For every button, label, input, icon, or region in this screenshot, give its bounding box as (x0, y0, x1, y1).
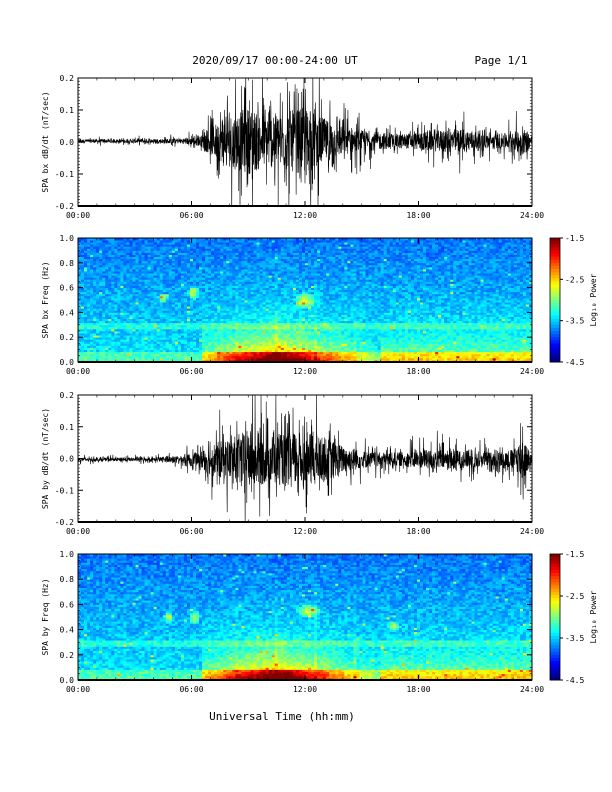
y-tick-label: 0.6 (60, 284, 75, 293)
colorbar-tick-label: -1.5 (565, 550, 584, 559)
x-tick-label: 06:00 (179, 527, 203, 536)
x-tick-label: 06:00 (179, 367, 203, 376)
x-tick-label: 06:00 (179, 685, 203, 694)
x-tick-label: 18:00 (406, 211, 430, 220)
x-tick-label: 18:00 (406, 685, 430, 694)
x-tick-label: 00:00 (66, 211, 90, 220)
colorbar-tick-label: -2.5 (565, 275, 584, 284)
series-line (78, 395, 532, 522)
spectrogram-cells (78, 238, 533, 363)
y-tick-label: -0.1 (55, 486, 74, 495)
x-tick-label: 24:00 (520, 211, 544, 220)
x-tick-label: 12:00 (293, 211, 317, 220)
x-tick-label: 06:00 (179, 211, 203, 220)
y-tick-label: 0.0 (60, 455, 75, 464)
y-tick-label: 1.0 (60, 550, 75, 559)
y-axis-label: SPA by dB/dt (nT/sec) (41, 408, 50, 509)
y-tick-label: 0.2 (60, 651, 75, 660)
y-tick-label: -0.2 (55, 202, 74, 211)
y-tick-label: 0.0 (60, 358, 75, 367)
y-tick-label: 0.2 (60, 74, 75, 83)
colorbar-tick-label: -3.5 (565, 317, 584, 326)
y-tick-label: 0.2 (60, 333, 75, 342)
x-tick-label: 00:00 (66, 527, 90, 536)
y-tick-label: 1.0 (60, 234, 75, 243)
x-tick-label: 00:00 (66, 367, 90, 376)
y-tick-label: 0.0 (60, 676, 75, 685)
colorbar-tick-label: -4.5 (565, 358, 584, 367)
y-tick-label: 0.0 (60, 138, 75, 147)
y-axis-label: SPA bx Freq (Hz) (41, 261, 50, 338)
spectrogram-cells (78, 554, 533, 681)
y-axis-label: SPA bx dB/dt (nT/sec) (41, 91, 50, 192)
x-tick-label: 12:00 (293, 367, 317, 376)
colorbar-label: Log₁₀ Power (589, 273, 598, 326)
y-tick-label: 0.2 (60, 391, 75, 400)
by-spectrogram-panel: 0.0 0.2 0.4 0.6 0.8 1.0 00:00 06:00 12:00 18:00 24… (41, 550, 598, 694)
x-tick-label: 12:00 (293, 685, 317, 694)
y-tick-label: 0.8 (60, 259, 75, 268)
figure-title: 2020/09/17 00:00-24:00 UT (192, 54, 358, 67)
x-tick-label: 18:00 (406, 527, 430, 536)
y-axis-label: SPA by Freq (Hz) (41, 578, 50, 655)
colorbar-tick-label: -1.5 (565, 234, 584, 243)
colorbar: -1.5 -2.5 -3.5 -4.5 Log₁₀ Power (549, 234, 598, 367)
y-tick-label: 0.4 (60, 308, 75, 317)
y-tick-label: 0.4 (60, 626, 75, 635)
series-line (78, 78, 532, 206)
colorbar-tick-label: -3.5 (565, 634, 584, 643)
bx-dbdt-panel: -0.2 -0.1 0.0 0.1 0.2 00:00 06:00 12:00 18:00 24:… (41, 74, 544, 220)
by-dbdt-panel: -0.2 -0.1 0.0 0.1 0.2 00:00 06:00 12:00 18:00 24:… (41, 391, 544, 536)
colorbar-label: Log₁₀ Power (589, 590, 598, 643)
colorbar-tick-label: -2.5 (565, 592, 584, 601)
bx-spectrogram-panel: 0.0 0.2 0.4 0.6 0.8 1.0 00:00 06:00 12:00 18:00 24… (41, 234, 598, 376)
x-tick-label: 24:00 (520, 527, 544, 536)
x-tick-label: 00:00 (66, 685, 90, 694)
x-tick-label: 24:00 (520, 685, 544, 694)
y-tick-label: 0.1 (60, 106, 75, 115)
y-tick-label: -0.2 (55, 518, 74, 527)
x-tick-label: 18:00 (406, 367, 430, 376)
x-tick-label: 24:00 (520, 367, 544, 376)
x-axis-label: Universal Time (hh:mm) (209, 710, 355, 723)
y-tick-label: 0.6 (60, 600, 75, 609)
y-tick-label: -0.1 (55, 170, 74, 179)
y-tick-label: 0.8 (60, 575, 75, 584)
page-indicator: Page 1/1 (475, 54, 528, 67)
colorbar: -1.5 -2.5 -3.5 -4.5 Log₁₀ Power (549, 550, 598, 685)
y-tick-label: 0.1 (60, 423, 75, 432)
x-tick-label: 12:00 (293, 527, 317, 536)
colorbar-tick-label: -4.5 (565, 676, 584, 685)
